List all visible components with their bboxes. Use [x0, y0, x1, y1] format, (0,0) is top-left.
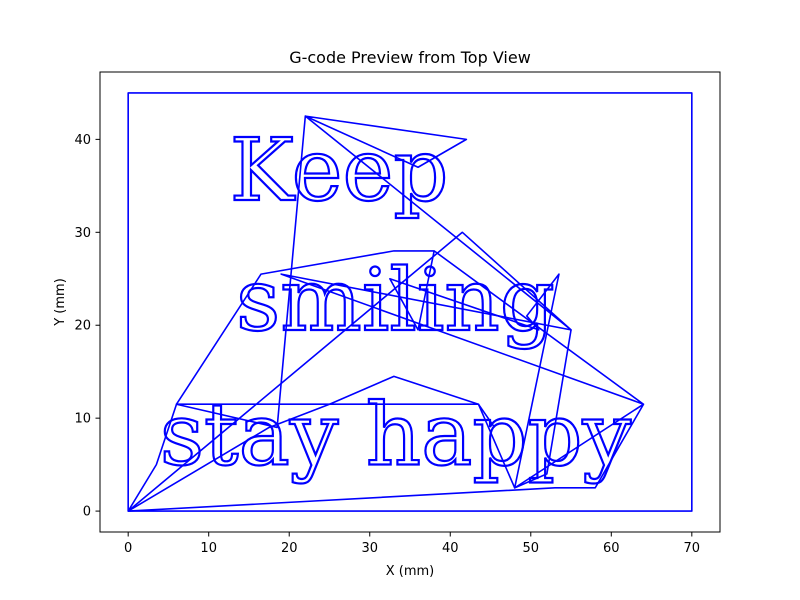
y-axis-label: Y (mm) [53, 278, 68, 327]
x-tick-label: 0 [124, 541, 132, 556]
engraved-text-layer: Keep smiling stay happy [159, 120, 633, 487]
engraved-text-line-2: stay happy [160, 386, 632, 486]
y-tick-label: 30 [74, 226, 91, 241]
x-tick-label: 50 [523, 541, 540, 556]
engraved-text-line-1: smiling [236, 251, 555, 351]
toolpath-series-0 [127, 92, 693, 512]
engraved-text-line-0: Keep [230, 121, 449, 221]
y-axis-ticks: 0 10 20 30 40 [74, 133, 100, 520]
x-tick-label: 60 [603, 541, 620, 556]
toolpath-series-3 [389, 250, 572, 489]
y-tick-label: 40 [74, 133, 91, 148]
x-tick-label: 10 [200, 541, 217, 556]
y-tick-label: 20 [74, 319, 91, 334]
plot-frame [99, 71, 721, 533]
plot-area: Keep smiling stay happy [99, 71, 721, 533]
x-axis-label: X (mm) [386, 564, 435, 579]
toolpath-series-2 [127, 115, 496, 512]
x-tick-label: 70 [684, 541, 701, 556]
y-tick-label: 0 [83, 505, 91, 520]
y-tick-label: 10 [74, 412, 91, 427]
chart-title: G-code Preview from Top View [289, 48, 531, 67]
x-tick-label: 20 [281, 541, 298, 556]
x-tick-label: 40 [442, 541, 459, 556]
x-axis-ticks: 0 10 20 30 40 50 60 70 [124, 532, 700, 556]
toolpath-layer [127, 92, 693, 512]
x-tick-label: 30 [361, 541, 378, 556]
